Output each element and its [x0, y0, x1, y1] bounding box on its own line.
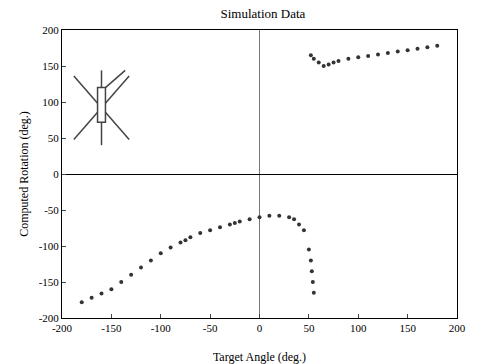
svg-text:150: 150 [399, 322, 416, 334]
svg-text:Computed Rotation (deg.): Computed Rotation (deg.) [17, 111, 31, 237]
svg-text:200: 200 [42, 24, 59, 36]
svg-text:50: 50 [48, 132, 60, 144]
svg-text:-100: -100 [151, 322, 172, 334]
svg-text:-200: -200 [39, 312, 60, 324]
svg-text:0: 0 [257, 322, 263, 334]
svg-text:200: 200 [449, 322, 466, 334]
svg-text:Simulation Data: Simulation Data [220, 6, 305, 21]
svg-text:-150: -150 [39, 276, 60, 288]
svg-text:0: 0 [53, 168, 59, 180]
svg-text:-50: -50 [44, 204, 59, 216]
svg-text:-200: -200 [52, 322, 73, 334]
svg-text:-100: -100 [39, 240, 60, 252]
svg-text:-150: -150 [101, 322, 122, 334]
svg-text:150: 150 [42, 60, 59, 72]
svg-text:100: 100 [42, 96, 59, 108]
svg-text:-50: -50 [203, 322, 218, 334]
svg-text:50: 50 [303, 322, 315, 334]
svg-text:100: 100 [350, 322, 367, 334]
svg-text:Target Angle (deg.): Target Angle (deg.) [213, 350, 306, 364]
